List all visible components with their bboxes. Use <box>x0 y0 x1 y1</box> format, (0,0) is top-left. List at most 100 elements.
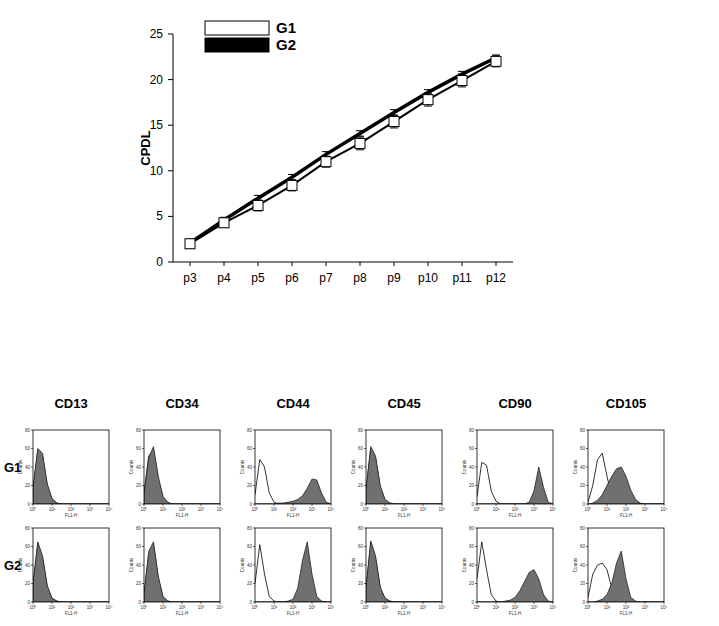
x-tick-label: 10² <box>179 507 186 512</box>
y-tick-label: 40 <box>580 465 586 470</box>
x-tick <box>90 504 91 506</box>
x-tick-label: 10⁰ <box>140 507 147 512</box>
x-tick-label: 10⁰ <box>362 605 369 610</box>
x-tick-label: 10⁰ <box>140 605 147 610</box>
x-tick <box>394 262 395 266</box>
x-tick <box>312 504 313 506</box>
panel-frame <box>588 430 664 504</box>
x-tick-label: 10⁴ <box>106 605 113 610</box>
histogram-line <box>255 545 331 602</box>
y-tick-label: 80 <box>247 428 253 433</box>
y-tick-label: 25 <box>150 27 164 41</box>
y-tick <box>31 602 33 603</box>
y-tick <box>253 546 255 547</box>
x-axis-label: FL1-H <box>65 513 78 518</box>
y-tick <box>586 467 588 468</box>
figure: 0510152025p3p4p5p6p7p8p9p10p11p12CPDLG1G… <box>0 0 719 626</box>
x-tick-label: p5 <box>251 271 265 285</box>
x-tick <box>163 504 164 506</box>
legend-label: G1 <box>276 19 296 36</box>
legend-swatch <box>205 38 269 52</box>
y-axis-label: Counts <box>573 459 578 474</box>
x-tick-label: 10⁴ <box>439 605 446 610</box>
y-tick <box>475 602 477 603</box>
y-tick <box>168 125 173 126</box>
y-tick <box>475 565 477 566</box>
y-tick <box>31 430 33 431</box>
y-tick <box>142 583 144 584</box>
y-tick-label: 20 <box>247 581 253 586</box>
x-tick <box>496 504 497 506</box>
y-tick <box>142 504 144 505</box>
x-tick <box>109 602 110 604</box>
x-tick-label: 10¹ <box>604 507 611 512</box>
x-tick-label: p6 <box>285 271 299 285</box>
x-tick <box>274 504 275 506</box>
x-tick-label: 10¹ <box>382 507 389 512</box>
x-tick-label: 10¹ <box>382 605 389 610</box>
x-tick-label: 10⁴ <box>661 605 668 610</box>
y-axis-label: Counts <box>129 557 134 572</box>
plot-area <box>33 542 109 602</box>
error-cap <box>288 174 296 175</box>
y-tick <box>142 430 144 431</box>
y-tick <box>364 583 366 584</box>
x-tick-label: 10³ <box>531 605 538 610</box>
error-cap <box>492 54 500 55</box>
x-tick <box>442 504 443 506</box>
y-tick-label: 0 <box>27 600 30 605</box>
histogram-area <box>255 542 331 602</box>
x-tick <box>220 602 221 604</box>
error-cap <box>458 71 466 72</box>
y-tick <box>168 79 173 80</box>
y-tick <box>475 467 477 468</box>
y-tick <box>168 262 173 263</box>
x-tick-label: 10³ <box>309 507 316 512</box>
x-tick-label: p7 <box>319 271 333 285</box>
y-tick-label: 0 <box>156 255 163 269</box>
y-tick-label: 20 <box>358 483 364 488</box>
x-tick <box>423 504 424 506</box>
plot-area <box>588 551 664 602</box>
y-tick <box>142 485 144 486</box>
x-tick-label: p10 <box>418 271 438 285</box>
x-tick <box>645 504 646 506</box>
histogram-area <box>255 479 331 504</box>
y-tick-label: 0 <box>360 600 363 605</box>
y-tick-label: 60 <box>136 446 142 451</box>
x-tick-label: p9 <box>387 271 401 285</box>
y-tick <box>31 546 33 547</box>
y-tick-label: 0 <box>471 502 474 507</box>
x-tick-label: 10⁰ <box>251 507 258 512</box>
histogram-area <box>588 467 664 504</box>
x-tick <box>385 504 386 506</box>
y-tick <box>586 528 588 529</box>
y-axis-label: Counts <box>240 557 245 572</box>
column-header: CD44 <box>276 396 310 411</box>
x-tick-label: 10¹ <box>271 605 278 610</box>
marker <box>491 56 501 66</box>
histogram-panel: 10⁰10¹10²10³10⁴020406080FL1-HCounts <box>18 428 113 519</box>
x-tick-label: 10² <box>68 507 75 512</box>
x-tick-label: 10⁰ <box>584 605 591 610</box>
y-tick-label: 0 <box>138 600 141 605</box>
y-tick-label: 60 <box>25 446 31 451</box>
y-tick-label: 60 <box>580 446 586 451</box>
x-tick-label: 10¹ <box>604 605 611 610</box>
x-tick-label: 10³ <box>87 507 94 512</box>
y-tick <box>586 485 588 486</box>
x-tick-label: 10³ <box>420 507 427 512</box>
x-tick <box>331 504 332 506</box>
marker <box>287 180 297 190</box>
legend-swatch <box>205 21 269 35</box>
x-tick <box>258 262 259 266</box>
error-cap <box>458 74 466 75</box>
x-tick-label: 10⁴ <box>217 605 224 610</box>
x-tick <box>385 602 386 604</box>
x-tick <box>274 602 275 604</box>
x-tick <box>553 504 554 506</box>
x-axis-label: FL1-H <box>398 513 411 518</box>
x-axis-label: FL1-H <box>398 611 411 616</box>
y-tick <box>364 467 366 468</box>
y-tick <box>586 546 588 547</box>
